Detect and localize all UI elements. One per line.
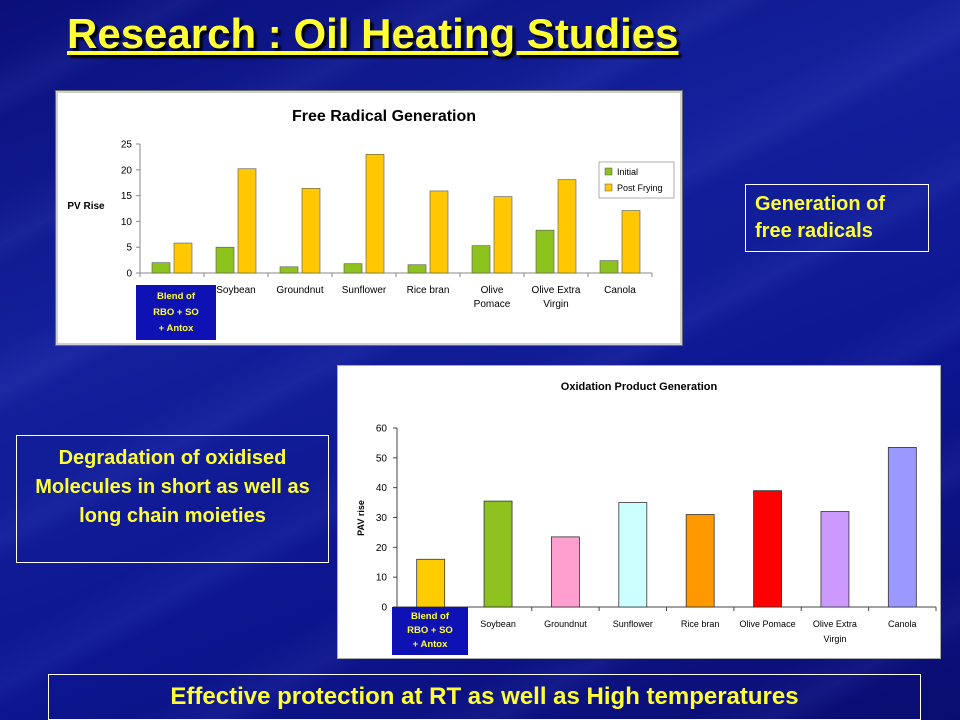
bar <box>685 514 715 608</box>
legend-swatch <box>604 183 613 192</box>
x-tick-label: Rice bran <box>407 285 450 296</box>
chart-title: Free Radical Generation <box>292 108 476 125</box>
blend-label-line: Blend of <box>411 611 449 622</box>
bar <box>820 511 850 608</box>
y-tick-label: 60 <box>376 424 388 435</box>
y-tick-label: 30 <box>376 513 388 524</box>
bar-initial <box>279 266 299 274</box>
bar <box>416 558 446 608</box>
bar-post-frying <box>237 168 257 274</box>
legend-label: Initial <box>617 167 638 177</box>
y-tick-label: 15 <box>121 191 133 202</box>
blend-label-line: Blend of <box>157 291 195 302</box>
y-axis-label: PAV rise <box>356 500 366 536</box>
y-tick-label: 10 <box>121 217 133 228</box>
x-tick-label: Olive Extra <box>813 619 857 629</box>
x-tick-label: Rice bran <box>681 619 720 629</box>
x-tick-label: Sunflower <box>613 619 653 629</box>
y-tick-label: 20 <box>121 165 133 176</box>
x-tick-label: Groundnut <box>276 285 323 296</box>
y-tick-label: 0 <box>381 603 387 614</box>
legend: Initial Post Frying <box>598 161 675 199</box>
bar-post-frying <box>557 179 577 274</box>
x-tick-label: Pomace <box>474 299 511 310</box>
x-tick-label: Virgin <box>824 634 847 644</box>
legend-swatch <box>604 167 613 176</box>
blend-label-line: + Antox <box>158 323 194 334</box>
bar-initial <box>215 246 235 274</box>
blend-label-box-1: Blend of RBO + SO + Antox <box>136 285 216 340</box>
bar-initial <box>599 260 619 274</box>
bar-initial <box>407 264 427 274</box>
x-tick-label: Olive Extra <box>532 285 581 296</box>
x-tick-label: Olive Pomace <box>740 619 796 629</box>
blend-label-line: + Antox <box>412 639 448 650</box>
x-tick-label: Soybean <box>216 285 255 296</box>
bar <box>551 536 580 608</box>
chart-title: Oxidation Product Generation <box>561 381 718 393</box>
x-tick-label: Canola <box>888 619 917 629</box>
blend-label-box-2: Blend of RBO + SO + Antox <box>392 607 468 655</box>
bar-initial <box>535 229 555 274</box>
y-tick-label: 0 <box>126 269 132 280</box>
blend-label-line: RBO + SO <box>153 307 199 318</box>
bar-post-frying <box>493 196 513 274</box>
page-title: Research : Oil Heating Studies <box>67 10 679 57</box>
bar-initial <box>151 262 171 274</box>
bar <box>483 500 513 608</box>
bar <box>887 446 917 608</box>
bar <box>618 502 648 608</box>
x-tick-label: Canola <box>604 285 636 296</box>
callout-degradation: Degradation of oxidised Molecules in sho… <box>16 435 329 563</box>
bar-post-frying <box>301 188 321 274</box>
callout-free-radicals: Generation of free radicals <box>745 184 929 252</box>
y-tick-label: 10 <box>376 573 388 584</box>
bar-initial <box>471 245 491 274</box>
y-tick-label: 40 <box>376 483 388 494</box>
free-radical-chart-svg: Free Radical Generation PV Rise 0 5 10 15 20 25… <box>67 108 675 310</box>
bar-post-frying <box>365 154 385 274</box>
bar-initial <box>343 263 363 274</box>
x-tick-label: Soybean <box>480 619 516 629</box>
y-tick-label: 50 <box>376 453 388 464</box>
legend-label: Post Frying <box>617 183 663 193</box>
bar <box>753 490 782 608</box>
y-tick-label: 20 <box>376 543 388 554</box>
y-tick-label: 25 <box>121 140 133 151</box>
bar-post-frying <box>173 242 193 274</box>
x-tick-label: Olive <box>481 285 504 296</box>
blend-label-line: RBO + SO <box>407 625 453 636</box>
y-axis-label: PV Rise <box>67 201 105 212</box>
y-tick-label: 5 <box>126 243 132 254</box>
bar-post-frying <box>429 190 449 274</box>
x-tick-label: Virgin <box>543 299 568 310</box>
oxidation-product-chart-svg: Oxidation Product Generation PAV rise 0 10 2… <box>356 381 937 644</box>
x-tick-label: Sunflower <box>342 285 387 296</box>
x-tick-label: Groundnut <box>544 619 587 629</box>
bar-post-frying <box>621 210 641 274</box>
footer-banner: Effective protection at RT as well as Hi… <box>48 674 921 720</box>
